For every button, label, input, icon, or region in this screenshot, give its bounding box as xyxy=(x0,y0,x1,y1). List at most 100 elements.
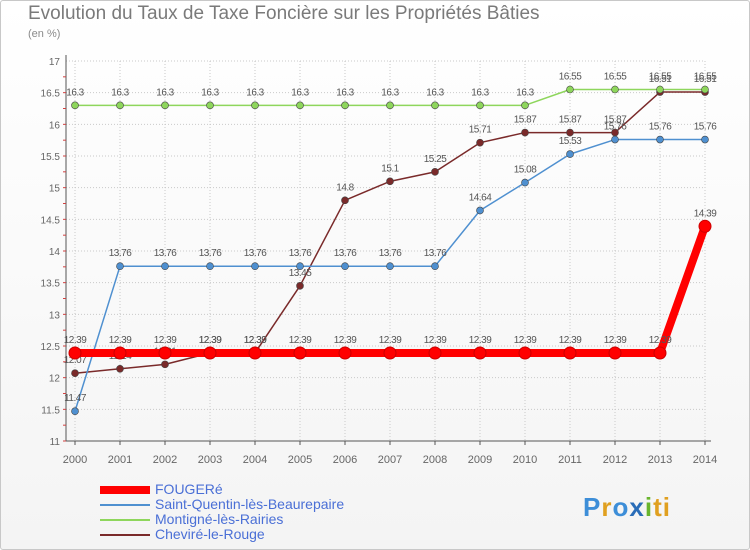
x-tick-label: 2007 xyxy=(378,454,402,466)
data-label-saint-quentin: 11.47 xyxy=(64,393,87,404)
x-tick-label: 2011 xyxy=(558,454,582,466)
y-unit-label: (en %) xyxy=(28,28,61,40)
data-point-fougere xyxy=(518,346,532,360)
data-label-montigne: 16.3 xyxy=(291,87,309,98)
x-tick-label: 2012 xyxy=(603,454,627,466)
y-tick-label: 13 xyxy=(49,310,61,321)
x-tick-label: 2010 xyxy=(513,454,537,466)
data-label-fougere: 12.39 xyxy=(514,335,537,346)
data-label-montigne: 16.3 xyxy=(381,87,399,98)
x-tick-label: 2006 xyxy=(333,454,357,466)
data-label-fougere: 12.39 xyxy=(649,335,672,346)
data-label-chevire: 15.1 xyxy=(381,163,399,174)
x-tick-label: 2009 xyxy=(468,454,492,466)
data-label-fougere: 12.39 xyxy=(64,335,87,346)
data-point-fougere xyxy=(473,346,487,360)
data-point-saint-quentin xyxy=(656,135,664,144)
data-point-saint-quentin xyxy=(566,150,574,158)
data-label-montigne: 16.3 xyxy=(246,87,264,98)
data-label-fougere: 12.39 xyxy=(199,335,222,346)
data-label-montigne: 16.3 xyxy=(111,87,129,98)
data-point-saint-quentin xyxy=(296,262,304,271)
data-point-chevire xyxy=(296,282,304,290)
data-label-saint-quentin: 13.76 xyxy=(244,248,267,259)
data-point-montigne xyxy=(476,101,484,110)
data-point-fougere xyxy=(203,346,217,360)
data-label-montigne: 16.3 xyxy=(426,87,444,98)
data-label-montigne: 16.55 xyxy=(649,72,672,83)
data-label-montigne: 16.55 xyxy=(694,72,717,83)
x-tick-label: 2013 xyxy=(648,454,672,466)
data-point-saint-quentin xyxy=(386,262,394,271)
data-point-montigne xyxy=(701,85,709,94)
data-point-saint-quentin xyxy=(701,135,709,144)
data-label-fougere: 12.39 xyxy=(469,335,492,346)
data-point-montigne xyxy=(566,85,574,94)
legend-label-montigne: Montigné-lès-Rairies xyxy=(155,511,284,527)
y-tick-label: 15 xyxy=(49,184,61,195)
data-label-saint-quentin: 15.08 xyxy=(514,165,537,176)
chart-title: Evolution du Taux de Taxe Foncière sur l… xyxy=(28,3,540,24)
legend-item-fougere: FOUGERé xyxy=(100,482,344,497)
data-point-fougere xyxy=(293,346,307,360)
data-label-chevire: 15.25 xyxy=(424,154,447,165)
data-point-chevire xyxy=(161,360,169,369)
logo-letter: r xyxy=(601,492,613,522)
data-point-fougere xyxy=(113,346,127,360)
data-label-montigne: 16.55 xyxy=(604,72,627,83)
data-point-saint-quentin xyxy=(431,262,439,271)
data-point-montigne xyxy=(161,101,169,110)
x-tick-label: 2005 xyxy=(288,454,312,466)
legend-swatch-montigne xyxy=(100,518,150,521)
logo-letter: P xyxy=(583,492,602,522)
data-label-saint-quentin: 15.76 xyxy=(649,122,672,133)
y-tick-label: 16.5 xyxy=(41,89,61,100)
data-point-chevire xyxy=(566,128,574,137)
data-point-fougere xyxy=(563,346,577,360)
data-point-montigne xyxy=(251,101,259,110)
y-tick-label: 15.5 xyxy=(41,152,61,163)
data-point-montigne xyxy=(71,101,79,110)
x-tick-label: 2001 xyxy=(108,454,132,466)
x-tick-label: 2008 xyxy=(423,454,447,466)
data-label-chevire: 14.8 xyxy=(336,182,354,193)
x-tick-label: 2003 xyxy=(198,454,222,466)
data-label-fougere: 12.39 xyxy=(424,335,447,346)
x-tick-label: 2014 xyxy=(693,454,717,466)
data-point-fougere xyxy=(338,346,352,360)
logo-letter: i xyxy=(644,492,654,522)
data-point-montigne xyxy=(656,85,664,94)
data-point-saint-quentin xyxy=(476,206,484,215)
data-label-chevire: 12.39 xyxy=(244,335,267,346)
data-label-fougere: 12.39 xyxy=(604,335,627,346)
data-point-saint-quentin xyxy=(71,407,79,416)
data-label-montigne: 16.3 xyxy=(156,87,174,98)
data-point-saint-quentin xyxy=(161,262,169,271)
data-label-montigne: 16.3 xyxy=(516,87,534,98)
data-point-saint-quentin xyxy=(251,262,259,271)
data-point-montigne xyxy=(386,101,394,110)
data-point-montigne xyxy=(521,101,529,110)
data-label-fougere: 14.39 xyxy=(694,208,717,219)
data-point-fougere xyxy=(653,346,667,360)
y-tick-label: 14.5 xyxy=(41,215,61,226)
data-point-saint-quentin xyxy=(341,262,349,271)
data-label-chevire: 12.39 xyxy=(199,335,222,346)
data-label-fougere: 12.39 xyxy=(289,335,312,346)
y-tick-label: 12.5 xyxy=(41,342,61,353)
legend-item-chevire: Cheviré-le-Rouge xyxy=(100,527,344,542)
data-label-saint-quentin: 13.76 xyxy=(379,248,402,259)
data-point-montigne xyxy=(116,101,124,110)
y-tick-label: 14 xyxy=(49,247,61,258)
data-label-saint-quentin: 13.76 xyxy=(109,248,132,259)
data-label-fougere: 12.39 xyxy=(559,335,582,346)
data-point-chevire xyxy=(116,364,124,373)
data-label-saint-quentin: 13.76 xyxy=(334,248,357,259)
data-label-montigne: 16.3 xyxy=(201,87,219,98)
data-label-montigne: 16.3 xyxy=(336,87,354,98)
data-point-montigne xyxy=(296,101,304,110)
y-tick-label: 11.5 xyxy=(41,405,60,416)
legend-label-saint-quentin: Saint-Quentin-lès-Beaurepaire xyxy=(155,496,345,512)
data-label-fougere: 12.39 xyxy=(109,335,132,346)
